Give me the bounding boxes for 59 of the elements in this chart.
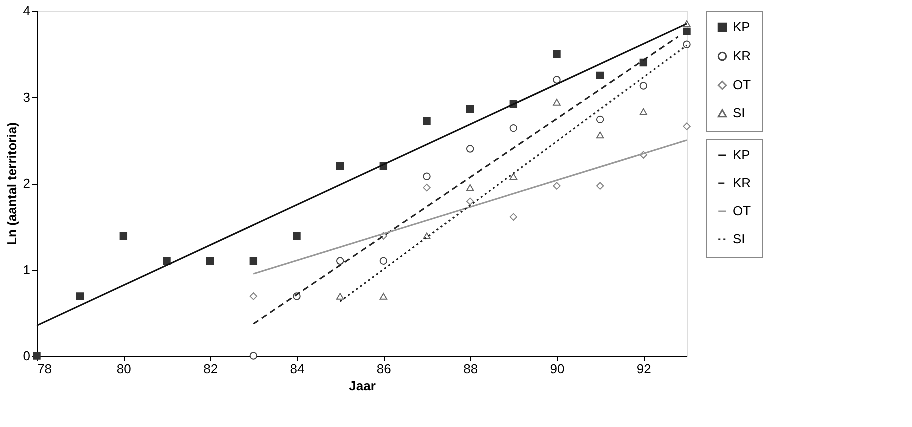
x-tick-label: 84 (290, 362, 305, 376)
point (380, 257, 388, 265)
point (510, 213, 518, 221)
point (250, 352, 258, 360)
point (553, 182, 561, 190)
x-tick-label: 86 (376, 362, 392, 376)
y-tick-label: 0 (23, 348, 30, 364)
legend-label: KR (733, 48, 752, 64)
point (423, 172, 431, 180)
x-tick-label: 90 (550, 362, 565, 376)
point (640, 108, 648, 116)
y-tick-label: 1 (23, 262, 30, 278)
point (596, 132, 604, 139)
point (596, 182, 604, 190)
point (250, 257, 258, 265)
point (466, 145, 474, 153)
y-tick-label: 2 (23, 176, 30, 191)
point (163, 257, 171, 265)
point (466, 184, 474, 192)
point (250, 292, 258, 300)
legend-label: KP (733, 20, 750, 34)
point (466, 105, 474, 114)
legend-label: OT (733, 78, 752, 92)
y-axis-title: Ln (aantal territoria) (4, 122, 20, 246)
point (336, 293, 344, 300)
y-tick-label: 4 (23, 4, 30, 18)
point (466, 198, 474, 206)
point (510, 124, 518, 132)
point (423, 184, 431, 192)
y-tick-label: 3 (23, 90, 30, 105)
legend-label: OT (733, 204, 752, 218)
point (640, 82, 648, 90)
point (423, 118, 431, 126)
point (683, 122, 691, 130)
point (683, 28, 691, 36)
legend-label: KR (733, 176, 752, 190)
point (510, 173, 518, 180)
x-tick-label: 92 (636, 362, 652, 376)
point (553, 99, 561, 106)
x-tick-label: 88 (464, 362, 478, 376)
point (380, 293, 388, 300)
point (596, 116, 604, 124)
legend-label: SI (733, 106, 746, 120)
point (596, 72, 604, 80)
legend-label: SI (733, 232, 746, 246)
point (553, 76, 561, 84)
point (553, 50, 561, 58)
point (683, 40, 691, 48)
point (76, 292, 84, 300)
point (120, 232, 128, 240)
point (206, 257, 214, 265)
legend-label: KP (733, 148, 750, 162)
point (293, 232, 301, 240)
point (336, 162, 344, 170)
x-tick-label: 78 (38, 362, 52, 376)
x-tick-label: 82 (204, 362, 218, 376)
x-axis-title: Jaar (349, 378, 376, 394)
x-tick-label: 80 (116, 362, 132, 376)
point (336, 257, 344, 265)
